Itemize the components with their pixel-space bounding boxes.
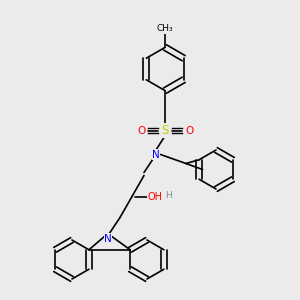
Text: O: O <box>185 125 193 136</box>
Text: N: N <box>152 149 160 160</box>
Text: CH₃: CH₃ <box>157 24 173 33</box>
Text: S: S <box>161 124 169 137</box>
Text: N: N <box>104 233 112 244</box>
Text: O: O <box>137 125 145 136</box>
Text: H: H <box>166 191 172 200</box>
Text: OH: OH <box>148 191 163 202</box>
